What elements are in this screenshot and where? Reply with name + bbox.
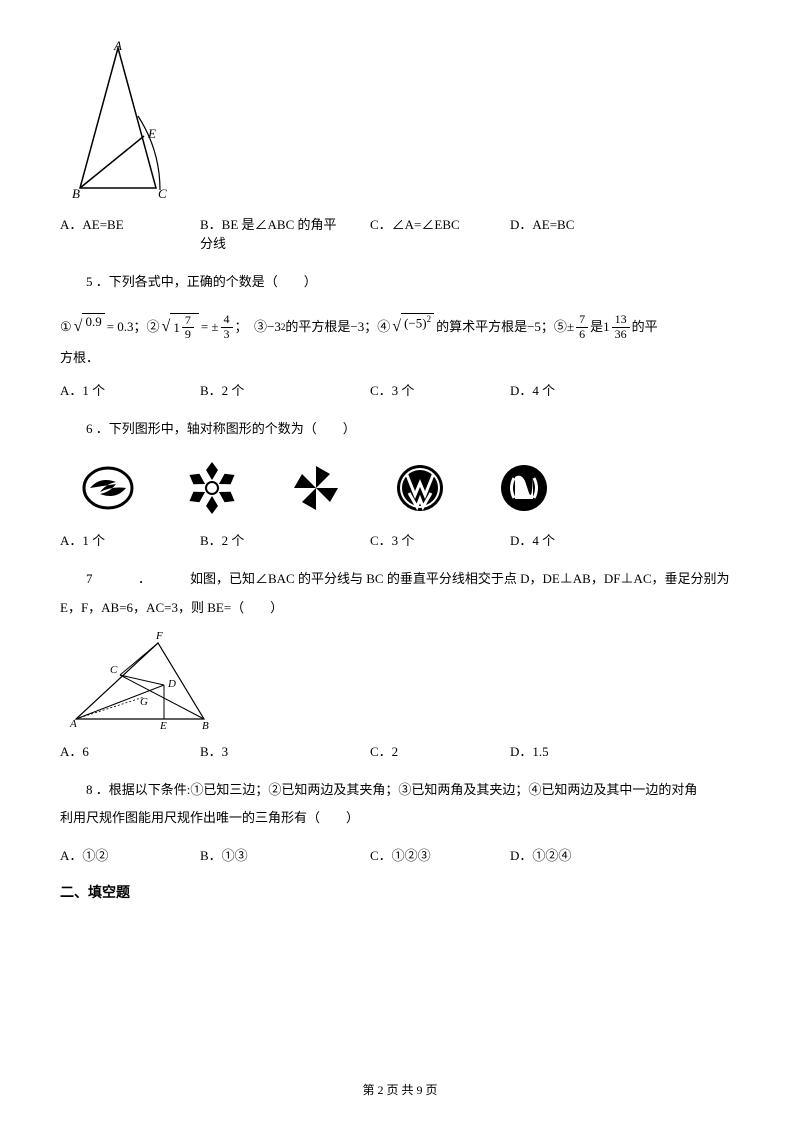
q5-expressions: ① √0.9 = 0.3 ；② √ 1 7 9 = ± 4 3 ； ③ −32 … <box>60 313 740 342</box>
q5-item5-tail: 的平 <box>632 315 658 338</box>
q5-stem: 5 ．下列各式中，正确的个数是（ ） <box>60 270 740 295</box>
q5-item2-rhs-num: 4 <box>221 313 233 327</box>
svg-text:A: A <box>113 40 122 53</box>
q5-item5-mid: 是 <box>590 315 603 338</box>
q8-stem: 8 ．根据以下条件:①已知三边；②已知两边及其夹角；③已知两角及其夹边；④已知两… <box>60 778 740 803</box>
q4-option-b: B．BE 是∠ABC 的角平 分线 <box>200 214 370 252</box>
q7-figure: A E B C D F G <box>68 631 740 735</box>
q5-item5-rhs-den: 36 <box>612 328 630 341</box>
q6-option-a: A．1 个 <box>60 530 200 549</box>
sqrt-icon: √ 1 7 9 <box>162 313 199 342</box>
q7-dot: ． <box>138 567 190 592</box>
q5-item5-pm: ± <box>567 315 574 338</box>
fraction-icon: 7 6 <box>576 313 588 340</box>
q5-item4-exp: 2 <box>427 314 432 324</box>
dongfeng-logo-icon <box>80 460 136 516</box>
q5-item4-val: −5 <box>527 315 541 338</box>
q7-option-b: B．3 <box>200 741 370 760</box>
q8-stem-line1: 8 ．根据以下条件:①已知三边；②已知两边及其夹角；③已知两角及其夹边；④已知两… <box>86 782 697 797</box>
q6-option-c: C．3 个 <box>370 530 510 549</box>
q5-item2-whole: 1 <box>173 320 180 336</box>
q5-item3-base: −3 <box>267 315 281 338</box>
q6-symbols <box>80 460 740 516</box>
q5-item3-text: 的平方根是 <box>285 315 350 338</box>
svg-text:G: G <box>140 696 148 708</box>
svg-text:D: D <box>167 678 176 690</box>
q5-item3-val: −3 <box>350 315 364 338</box>
q4-option-a: A．AE=BE <box>60 214 200 233</box>
svg-text:F: F <box>155 631 163 642</box>
svg-text:E: E <box>159 720 167 731</box>
svg-text:B: B <box>72 186 80 200</box>
q5-item5-lhs-num: 7 <box>576 313 588 327</box>
q4-triangle-figure: A E B C <box>70 40 740 204</box>
q5-item5-rhs-num: 13 <box>612 313 630 327</box>
svg-text:C: C <box>110 664 118 676</box>
q8-option-b: B．①③ <box>200 845 370 864</box>
q5-sep1: ；② <box>134 315 160 338</box>
page-footer: 第 2 页 共 9 页 <box>0 1081 800 1098</box>
q5-item4-inner: (−5) <box>404 315 427 330</box>
svg-text:B: B <box>202 720 209 731</box>
q7-text2: E，F，AB=6，AC=3，则 BE=（ ） <box>60 596 740 621</box>
q5-option-a: A．1 个 <box>60 380 200 399</box>
q4-option-d: D．AE=BC <box>510 214 650 233</box>
q8-option-a: A．①② <box>60 845 200 864</box>
q7-stem-row: 7 ． 如图，已知∠BAC 的平分线与 BC 的垂直平分线相交于点 D，DE⊥A… <box>60 567 740 592</box>
q8-stem-line2: 利用尺规作图能用尺规作出唯一的三角形有（ ） <box>60 806 740 831</box>
q7-option-a: A．6 <box>60 741 200 760</box>
q5-sep3: ；④ <box>364 315 390 338</box>
q8-option-d: D．①②④ <box>510 845 650 864</box>
q5-item4-text: 的算术平方根是 <box>436 315 527 338</box>
q7-number: 7 <box>60 567 138 592</box>
q5-item2-rhs-den: 3 <box>221 328 233 341</box>
q7-text1: 如图，已知∠BAC 的平分线与 BC 的垂直平分线相交于点 D，DE⊥AB，DF… <box>190 567 740 592</box>
q6-options: A．1 个 B．2 个 C．3 个 D．4 个 <box>60 530 740 549</box>
svg-text:C: C <box>158 186 167 200</box>
fraction-icon: 7 9 <box>182 314 194 341</box>
q4-option-b-line2: 分线 <box>200 233 370 252</box>
q5-option-c: C．3 个 <box>370 380 510 399</box>
fraction-icon: 13 36 <box>612 313 630 340</box>
sqrt-icon: √ (−5)2 <box>392 313 434 342</box>
q5-options: A．1 个 B．2 个 C．3 个 D．4 个 <box>60 380 740 399</box>
q6-stem: 6 ．下列图形中，轴对称图形的个数为（ ） <box>60 417 740 442</box>
q8-options: A．①② B．①③ C．①②③ D．①②④ <box>60 845 740 864</box>
q7-option-d: D．1.5 <box>510 741 650 760</box>
q5-option-b: B．2 个 <box>200 380 370 399</box>
q5-item1-sqrt-arg: 0.9 <box>82 313 104 330</box>
pinwheel-icon <box>288 460 344 516</box>
q5-item2-den: 9 <box>182 328 194 341</box>
q8-option-c: C．①②③ <box>370 845 510 864</box>
q5-item5-lhs-den: 6 <box>576 328 588 341</box>
fraction-icon: 4 3 <box>221 313 233 340</box>
q5-option-d: D．4 个 <box>510 380 650 399</box>
q5-item1-prefix: ① <box>60 315 72 338</box>
q4-options: A．AE=BE B．BE 是∠ABC 的角平 分线 C．∠A=∠EBC D．AE… <box>60 214 740 252</box>
q5-item2-eq: = ± <box>201 315 219 338</box>
q6-option-d: D．4 个 <box>510 530 650 549</box>
q6-option-b: B．2 个 <box>200 530 370 549</box>
q7-option-c: C．2 <box>370 741 510 760</box>
q5-sep4: ；⑤ <box>541 315 567 338</box>
n-circle-icon <box>496 460 552 516</box>
sqrt-icon: √0.9 <box>74 313 105 342</box>
vw-logo-icon <box>392 460 448 516</box>
snowflake-hex-icon <box>184 460 240 516</box>
q5-sep2: ； ③ <box>235 315 268 338</box>
q5-line2: 方根． <box>60 347 740 366</box>
q4-option-b-line1: B．BE 是∠ABC 的角平 <box>200 214 370 233</box>
q5-item5-rhs-whole: 1 <box>603 315 610 338</box>
q5-item1-eq: = 0.3 <box>107 315 134 338</box>
q5-item2-num: 7 <box>182 314 194 328</box>
q4-option-c: C．∠A=∠EBC <box>370 214 510 233</box>
svg-text:A: A <box>69 718 77 730</box>
svg-text:E: E <box>147 126 156 141</box>
section-2-heading: 二、填空题 <box>60 882 740 902</box>
q7-options: A．6 B．3 C．2 D．1.5 <box>60 741 740 760</box>
